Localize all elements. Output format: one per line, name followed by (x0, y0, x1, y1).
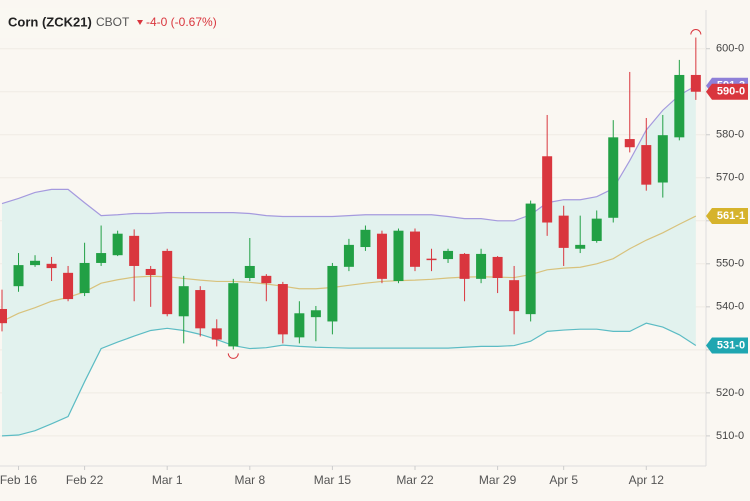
candle-body (162, 250, 173, 315)
y-tick-label: 520-0 (716, 387, 744, 399)
upper-band-line (1, 85, 697, 222)
middle-band-line (1, 215, 697, 322)
x-tick-label: Apr 5 (549, 473, 578, 487)
candle-body (129, 235, 140, 266)
candle-body (294, 313, 305, 338)
candle-body (195, 290, 206, 329)
low-marker (227, 353, 239, 359)
middle-band-tag: 561-1 (717, 210, 745, 222)
x-tick-label: Mar 22 (396, 473, 434, 487)
candle-body (393, 230, 404, 282)
candle-body (674, 74, 685, 138)
candle-body (443, 250, 454, 260)
candle-body (525, 203, 536, 315)
candle-body (657, 135, 668, 183)
candle-body (79, 262, 90, 294)
candle-body (426, 258, 437, 261)
candle-body (608, 137, 619, 218)
candle-body (542, 156, 553, 223)
candle-body (558, 215, 569, 248)
candle-body (310, 310, 321, 318)
plot (0, 29, 706, 437)
x-tick-label: Feb 22 (66, 473, 104, 487)
candle-body (376, 233, 387, 279)
y-tick-label: 580-0 (716, 129, 744, 141)
x-tick-label: Mar 8 (234, 473, 265, 487)
candle-body (244, 265, 255, 279)
y-tick-label: 600-0 (716, 43, 744, 55)
lower-band-tag-bg (706, 337, 748, 354)
candle-body (178, 286, 189, 317)
middle-band-tag-bg (706, 208, 748, 225)
exchange: CBOT (96, 15, 130, 29)
candle-body (211, 328, 222, 340)
high-marker (690, 29, 702, 35)
chart-title: Corn (ZCK21) (8, 14, 92, 29)
candle-body (30, 260, 41, 266)
candle-body (641, 145, 652, 185)
candle-body (624, 139, 635, 148)
candle-body (459, 253, 470, 279)
x-tick-label: Apr 12 (629, 473, 665, 487)
last-price-tag-bg (706, 83, 748, 100)
x-tick-label: Mar 1 (152, 473, 183, 487)
candle-body (410, 231, 420, 267)
candle-body (690, 74, 701, 92)
candle-body (492, 256, 503, 279)
candle-body (112, 233, 123, 256)
x-tick-label: Mar 15 (314, 473, 352, 487)
header-bg (0, 8, 230, 38)
last-price-tag: 590-0 (717, 86, 745, 98)
y-tick-label: 510-0 (716, 430, 744, 442)
lower-band-line (1, 322, 697, 437)
candle-body (13, 265, 24, 287)
x-tick-label: Feb 16 (0, 473, 38, 487)
candle-body (96, 253, 107, 263)
down-arrow (137, 20, 143, 25)
candle-body (63, 272, 74, 300)
candle-body (591, 218, 602, 242)
candle-body (0, 308, 7, 324)
candle-body (145, 268, 156, 275)
candle-body (509, 280, 520, 312)
candle-body (277, 284, 288, 335)
y-tick-label: 550-0 (716, 258, 744, 270)
candle-body (327, 265, 338, 322)
candle-body (343, 244, 354, 267)
x-tick-label: Mar 29 (479, 473, 517, 487)
y-tick-label: 570-0 (716, 172, 744, 184)
candle-body (575, 244, 586, 249)
candle-body (228, 283, 239, 347)
candle-body (360, 229, 371, 248)
candle-body (46, 263, 57, 269)
y-tick-label: 540-0 (716, 301, 744, 313)
lower-band-tag: 531-0 (717, 339, 745, 351)
price-change: -4-0 (-0.67%) (146, 15, 217, 29)
candle-body (476, 253, 487, 279)
candle-body (261, 275, 272, 284)
